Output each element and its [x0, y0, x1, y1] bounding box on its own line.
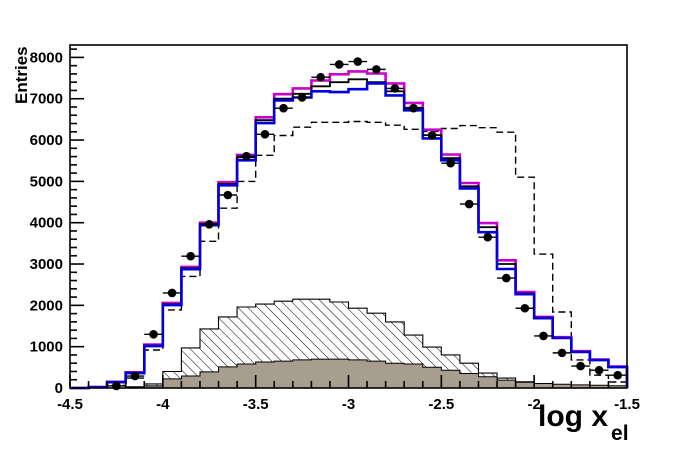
series-data-points	[107, 57, 627, 391]
data-point-marker	[260, 129, 270, 139]
svg-text:0: 0	[55, 380, 63, 397]
data-point-marker	[316, 72, 325, 82]
data-point-marker	[390, 84, 400, 93]
data-point-marker	[576, 361, 585, 371]
data-point-marker	[204, 220, 214, 229]
svg-text:-4: -4	[156, 396, 170, 413]
x-axis-title-subscript: el	[611, 422, 629, 445]
data-point-marker	[594, 365, 604, 375]
data-point-marker	[297, 93, 307, 102]
data-point-marker	[446, 158, 455, 168]
data-point-marker	[539, 331, 548, 341]
data-point-marker	[557, 348, 567, 358]
data-point-marker	[613, 370, 623, 380]
data-point-marker	[242, 151, 251, 161]
svg-text:-2.5: -2.5	[428, 396, 454, 413]
data-point-marker	[483, 232, 493, 242]
data-point-marker	[186, 251, 195, 261]
svg-text:1000: 1000	[30, 339, 63, 356]
svg-text:2000: 2000	[30, 297, 63, 314]
data-point-marker	[502, 273, 511, 283]
svg-text:4000: 4000	[30, 215, 63, 232]
series-blue-histogram	[70, 82, 629, 390]
svg-text:-3.5: -3.5	[243, 396, 269, 413]
data-point-marker	[130, 371, 140, 381]
svg-text:5000: 5000	[30, 173, 63, 190]
svg-text:-1.5: -1.5	[614, 396, 640, 413]
data-point-marker	[427, 130, 437, 140]
series-dashed-black-histogram	[70, 120, 628, 389]
data-point-marker	[409, 103, 418, 113]
svg-text:8000: 8000	[30, 49, 63, 66]
x-axis-tick-labels: -4.5 -4 -3.5 -3 -2.5 -2 -1.5	[57, 396, 640, 413]
data-point-marker	[334, 60, 344, 69]
svg-text:-4.5: -4.5	[57, 396, 83, 413]
data-point-marker	[464, 199, 474, 209]
svg-text:6000: 6000	[30, 132, 63, 149]
data-point-marker	[353, 57, 363, 66]
data-point-marker	[167, 288, 177, 298]
svg-text:3000: 3000	[30, 256, 63, 273]
data-point-marker	[223, 190, 233, 200]
axis-ticks	[69, 48, 628, 389]
svg-text:-2: -2	[527, 396, 540, 413]
y-axis-title: Entries	[12, 46, 31, 104]
svg-text:-3: -3	[342, 396, 355, 413]
data-point-marker	[149, 329, 158, 339]
data-point-marker	[520, 303, 530, 313]
x-axis-title-text: log x	[538, 400, 609, 433]
x-axis-title: log xel	[538, 400, 629, 445]
data-point-marker	[372, 65, 381, 74]
data-point-marker	[112, 381, 121, 391]
data-point-marker	[279, 103, 288, 113]
svg-text:7000: 7000	[30, 91, 63, 108]
y-axis-tick-labels: 0 1000 2000 3000 4000 5000 6000 7000 8000	[30, 49, 63, 397]
